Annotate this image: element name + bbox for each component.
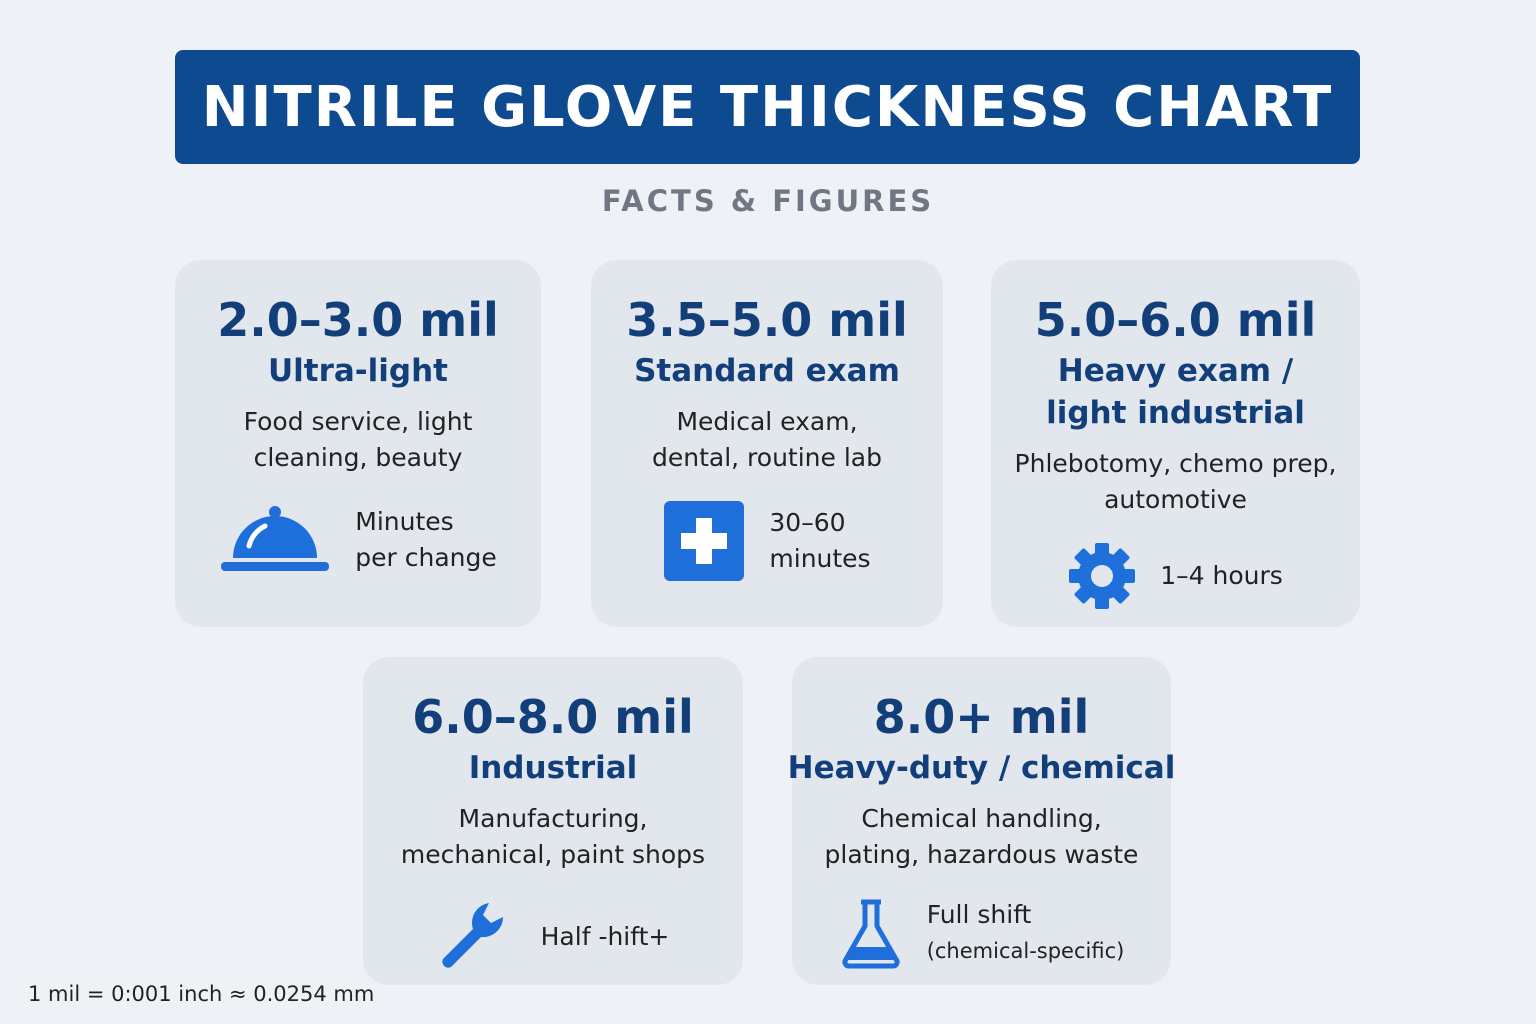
uses-line: Chemical handling, [861,804,1102,833]
uses-line: mechanical, paint shops [400,840,706,869]
duration-row: Half -hift+ [437,897,670,977]
icon [221,506,330,571]
duration-line: per change [355,543,497,572]
duration-line: minutes [769,544,871,573]
uses-line: plating, hazardous waste [824,840,1139,869]
duration-row: 1–4 hours [1068,542,1283,610]
card: 5.0–6.0 mil Heavy exam / light industrial P… [991,260,1360,627]
subtitle: FACTS & FIGURES [601,184,935,218]
uses: Phlebotomy, chemo prep, automotive [1015,446,1337,518]
icon [842,899,900,969]
card: 2.0–3.0 mil Ultra-light Food service, ligh… [175,260,541,627]
duration-line: Half -hift+ [540,922,670,951]
grade-line: Heavy exam / [1057,353,1294,389]
uses-line: cleaning, beauty [253,443,463,472]
card: 6.0–8.0 mil Industrial Manufacturing, mecha… [363,657,743,985]
duration-line: (chemical-specific) [926,939,1125,963]
duration-row: Minutes per change [219,500,497,580]
card: 3.5–5.0 mil Standard exam Medical exam, den… [591,260,943,627]
duration: 30–60 minutes [769,505,870,577]
duration-row: Full shift (chemical-specific) [839,897,1125,969]
card: 8.0+ mil Heavy-duty / chemical Chemical ha… [788,657,1175,985]
grade: Industrial [469,747,638,789]
icon [1069,543,1136,609]
thickness: 2.0–3.0 mil [217,293,499,347]
uses-line: dental, routine lab [652,443,882,472]
duration: Half -hift+ [541,919,670,955]
uses: Food service, light cleaning, beauty [244,404,473,476]
uses: Medical exam, dental, routine lab [652,404,882,476]
thickness: 5.0–6.0 mil [1034,293,1317,347]
thickness: 3.5–5.0 mil [626,293,908,347]
title: NITRILE GLOVE THICKNESS CHART [175,50,1360,164]
duration-line: 30–60 [769,508,846,537]
grade: Heavy exam / light industrial [1046,350,1305,434]
footnote: 1 mil = 0:001 inch ≈ 0.0254 mm [28,982,375,1006]
uses: Manufacturing, mechanical, paint shops [401,801,705,873]
uses-line: Food service, light [243,407,473,436]
grade: Standard exam [634,350,900,392]
icon [664,501,745,581]
uses-line: Manufacturing, [458,804,648,833]
uses: Chemical handling, plating, hazardous was… [825,801,1139,873]
duration-line: 1–4 hours [1160,561,1283,590]
icon [442,903,503,968]
duration: Minutes per change [355,504,496,576]
duration-row: 30–60 minutes [663,500,871,582]
grade-line: Standard exam [634,353,900,389]
duration: 1–4 hours [1160,558,1283,594]
duration: Full shift (chemical-specific) [927,897,1125,969]
grade: Heavy-duty / chemical [788,747,1176,789]
thickness: 8.0+ mil [873,690,1090,744]
grade-line: light industrial [1046,395,1305,431]
grade-line: Ultra-light [267,353,449,389]
grade-line: Heavy-duty / chemical [787,750,1176,786]
duration-line: Full shift [926,900,1032,929]
thickness: 6.0–8.0 mil [412,690,694,744]
grade-line: Industrial [468,750,638,786]
duration-line: Minutes [355,507,454,536]
uses-line: automotive [1104,485,1247,514]
grade: Ultra-light [268,350,448,392]
uses-line: Medical exam, [676,407,858,436]
uses-line: Phlebotomy, chemo prep, [1014,449,1337,478]
